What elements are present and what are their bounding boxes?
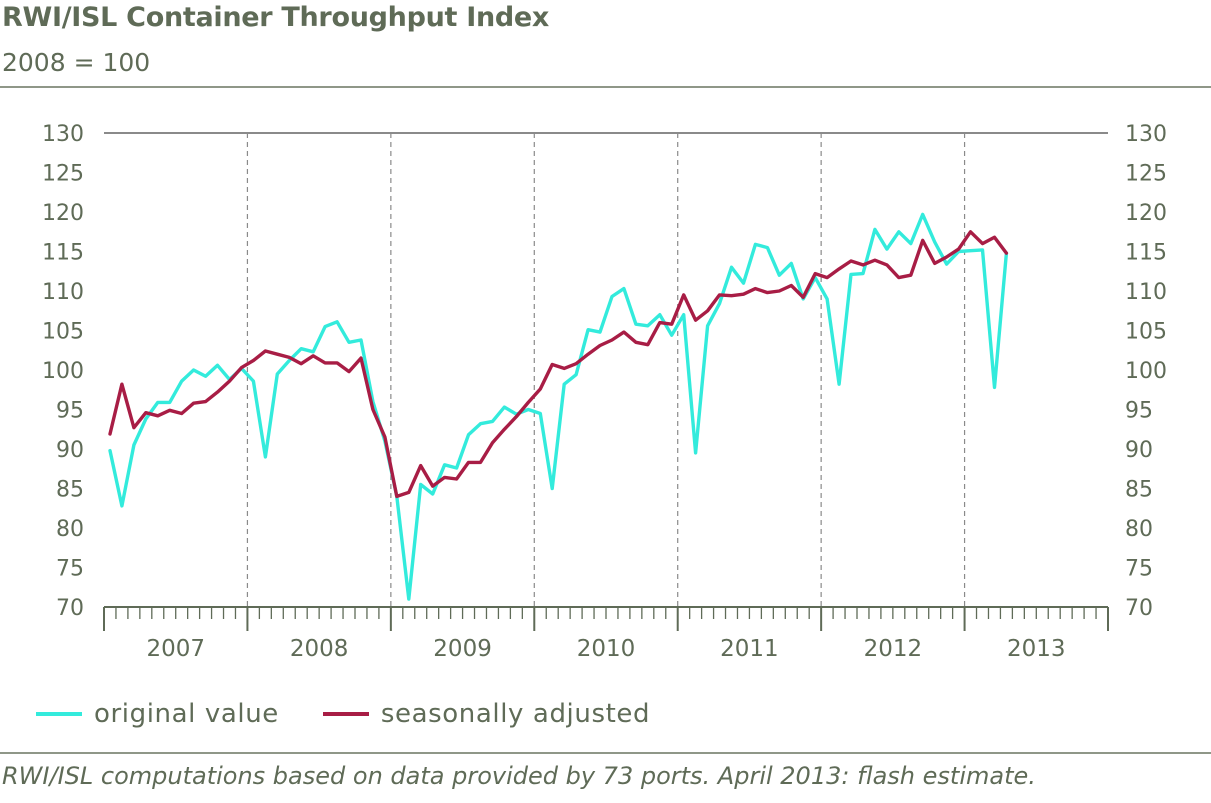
y-tick-label-left: 110 <box>42 280 84 305</box>
chart-title: RWI/ISL Container Throughput Index <box>2 2 550 33</box>
year-label: 2013 <box>1007 636 1066 662</box>
y-tick-label-right: 85 <box>1125 478 1153 503</box>
y-tick-label-right: 115 <box>1125 241 1167 266</box>
y-tick-label-left: 100 <box>42 359 84 384</box>
series-layer <box>108 212 1009 601</box>
header-rule <box>0 86 1211 88</box>
year-label: 2008 <box>290 636 349 662</box>
footer-rule <box>0 752 1211 754</box>
y-tick-label-right: 70 <box>1125 596 1153 621</box>
series-original-line <box>108 212 1009 601</box>
year-label: 2009 <box>433 636 492 662</box>
y-tick-label-left: 70 <box>56 596 84 621</box>
grid-layer <box>104 132 1108 607</box>
y-tick-label-left: 90 <box>56 438 84 463</box>
y-tick-label-left: 85 <box>56 478 84 503</box>
y-tick-label-right: 75 <box>1125 557 1153 582</box>
year-label: 2011 <box>720 636 779 662</box>
footnote: RWI/ISL computations based on data provi… <box>2 762 1036 790</box>
label-layer: 70 70 75 75 80 80 85 85 90 90 95 95 100 100 105 105 110 1… <box>42 122 1167 662</box>
y-tick-label-left: 130 <box>42 122 84 147</box>
legend-label-original: original value <box>94 699 279 729</box>
y-tick-label-left: 80 <box>56 517 84 542</box>
y-tick-label-left: 105 <box>42 320 84 345</box>
legend-item-original: original value <box>36 699 279 729</box>
year-label: 2012 <box>864 636 923 662</box>
y-tick-label-left: 125 <box>42 162 84 187</box>
y-tick-label-left: 75 <box>56 557 84 582</box>
y-tick-label-right: 120 <box>1125 201 1167 226</box>
y-tick-label-right: 125 <box>1125 162 1167 187</box>
year-label: 2007 <box>146 636 205 662</box>
axis-layer <box>103 606 1109 631</box>
y-tick-label-left: 95 <box>56 399 84 424</box>
y-tick-label-right: 90 <box>1125 438 1153 463</box>
legend-label-adjusted: seasonally adjusted <box>380 699 651 729</box>
y-tick-label-left: 120 <box>42 201 84 226</box>
chart-subtitle: 2008 = 100 <box>2 48 151 77</box>
y-tick-label-right: 105 <box>1125 320 1167 345</box>
y-tick-label-left: 115 <box>42 241 84 266</box>
y-tick-label-right: 95 <box>1125 399 1153 424</box>
y-tick-label-right: 80 <box>1125 517 1153 542</box>
legend-swatch-original <box>36 712 82 716</box>
year-label: 2010 <box>577 636 636 662</box>
y-tick-label-right: 110 <box>1125 280 1167 305</box>
legend: original value seasonally adjusted <box>36 694 694 734</box>
legend-swatch-adjusted <box>322 712 369 716</box>
throughput-line-chart: 70 70 75 75 80 80 85 85 90 90 95 95 100 100 105 105 110 1… <box>42 122 1167 662</box>
legend-item-adjusted: seasonally adjusted <box>322 699 651 729</box>
y-tick-label-right: 100 <box>1125 359 1167 384</box>
y-tick-label-right: 130 <box>1125 122 1167 147</box>
series-adjusted-line <box>108 230 1009 499</box>
